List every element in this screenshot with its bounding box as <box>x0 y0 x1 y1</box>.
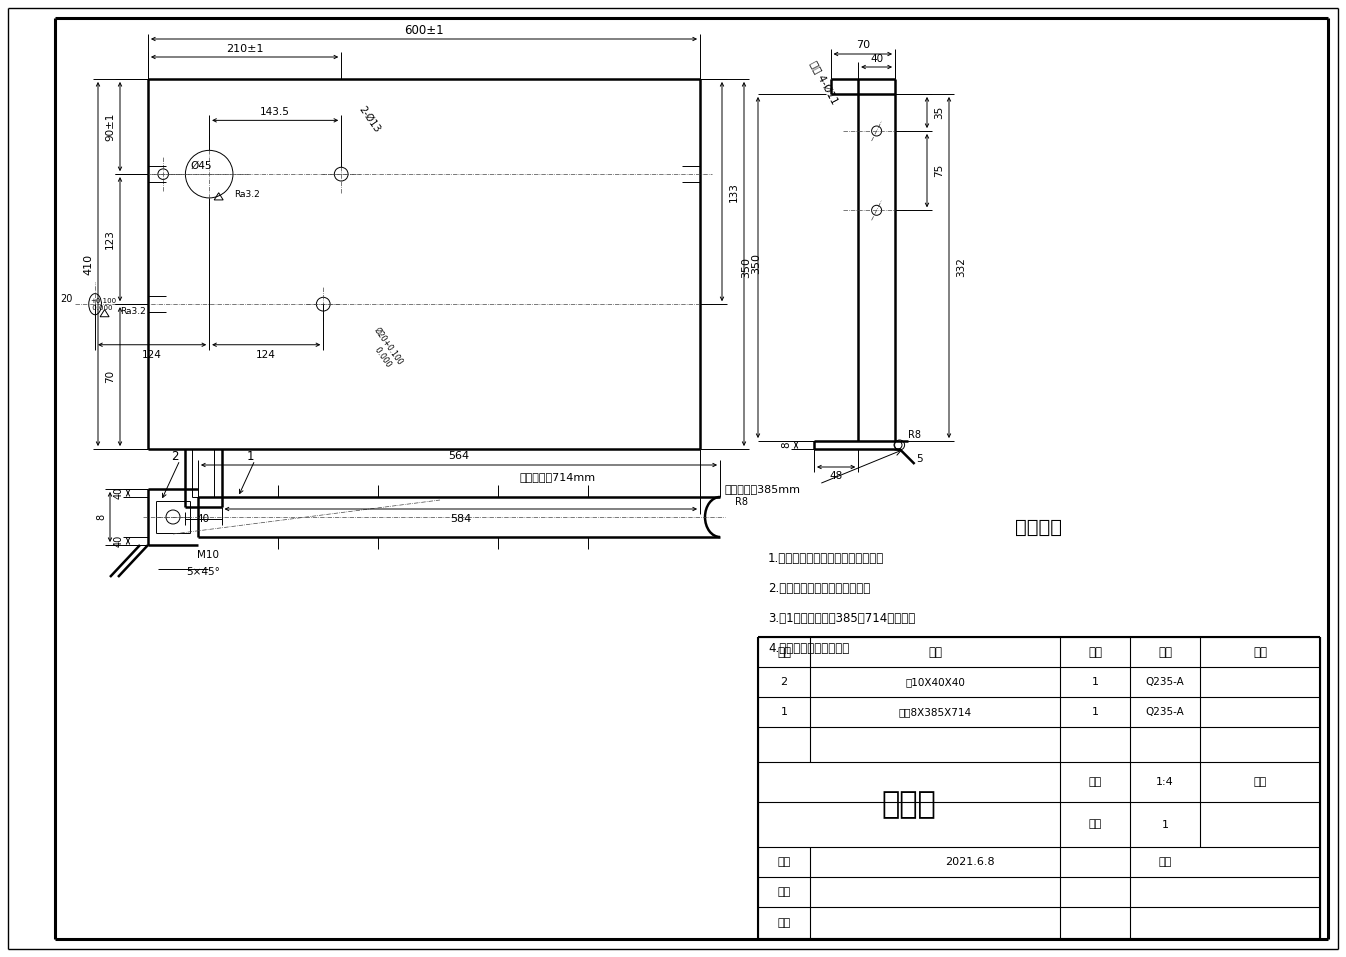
Text: Ø45: Ø45 <box>190 161 211 171</box>
Text: 安装板: 安装板 <box>882 790 937 819</box>
Text: 2021.6.8: 2021.6.8 <box>945 857 995 867</box>
Text: 展开长度为714mm: 展开长度为714mm <box>520 472 596 482</box>
Text: 40: 40 <box>870 54 883 64</box>
Text: 数量: 数量 <box>1088 646 1102 658</box>
Text: 2.折弯到角度，保证封档尺寸；: 2.折弯到角度，保证封档尺寸； <box>769 583 871 595</box>
Text: 75: 75 <box>934 164 944 177</box>
Text: 48: 48 <box>829 471 843 481</box>
Text: 5×45°: 5×45° <box>186 567 219 577</box>
Text: 8: 8 <box>781 442 791 448</box>
Text: 600±1: 600±1 <box>404 24 444 36</box>
Text: 350: 350 <box>742 257 751 278</box>
Text: 143.5: 143.5 <box>260 107 291 118</box>
Text: 40: 40 <box>197 514 210 524</box>
Text: 2: 2 <box>171 451 179 463</box>
Text: Ø20+0.100
       0.000: Ø20+0.100 0.000 <box>363 325 404 372</box>
Text: 5: 5 <box>917 454 923 464</box>
Text: 124: 124 <box>256 349 276 360</box>
Text: 2-Ø13: 2-Ø13 <box>357 104 382 134</box>
Text: Q235-A: Q235-A <box>1145 677 1184 687</box>
Text: 90±1: 90±1 <box>105 112 114 141</box>
Text: +0.100
 0.000: +0.100 0.000 <box>90 298 116 311</box>
Text: Q235-A: Q235-A <box>1145 707 1184 717</box>
Text: 重量: 重量 <box>1159 857 1171 867</box>
Text: 350: 350 <box>751 254 760 275</box>
Text: 备注: 备注 <box>1253 646 1267 658</box>
Text: 审核: 审核 <box>778 918 791 928</box>
Text: 70: 70 <box>105 370 114 383</box>
Text: 4.此件为对称制作各半。: 4.此件为对称制作各半。 <box>769 642 849 656</box>
Text: 35: 35 <box>934 106 944 119</box>
Text: 210±1: 210±1 <box>226 44 264 54</box>
Text: 比例: 比例 <box>1089 777 1101 787</box>
Text: 展开长度为385mm: 展开长度为385mm <box>724 484 800 494</box>
Text: 1: 1 <box>246 451 254 463</box>
Text: Ra3.2: Ra3.2 <box>120 307 145 316</box>
Text: 3.件1的展开长度为385和714，如图；: 3.件1的展开长度为385和714，如图； <box>769 612 915 626</box>
Text: 133: 133 <box>730 182 739 202</box>
Text: Ra3.2: Ra3.2 <box>234 190 260 199</box>
Text: 板10X40X40: 板10X40X40 <box>905 677 965 687</box>
Text: 1: 1 <box>1092 707 1098 717</box>
Text: 钉杉8X385X714: 钉杉8X385X714 <box>898 707 972 717</box>
Text: M10: M10 <box>197 550 219 560</box>
Text: 1: 1 <box>1162 819 1168 830</box>
Text: 两面 4-Ø11: 两面 4-Ø11 <box>808 59 839 106</box>
Text: 124: 124 <box>143 349 162 360</box>
Text: R8: R8 <box>909 430 921 440</box>
Text: 123: 123 <box>105 230 114 249</box>
Text: 1: 1 <box>781 707 787 717</box>
Text: 410: 410 <box>83 254 93 275</box>
Text: 564: 564 <box>448 451 470 461</box>
Text: 技术要求: 技术要求 <box>1015 518 1062 537</box>
Text: 1.落料完成必须整平板面，去毛刺；: 1.落料完成必须整平板面，去毛刺； <box>769 552 884 566</box>
Text: 332: 332 <box>956 257 966 278</box>
Text: 阶段: 阶段 <box>1253 777 1267 787</box>
Text: 8: 8 <box>96 514 106 520</box>
Text: 584: 584 <box>450 514 471 524</box>
Text: 数量: 数量 <box>1089 819 1101 830</box>
Text: 1: 1 <box>1092 677 1098 687</box>
Text: 2: 2 <box>781 677 787 687</box>
Text: 材料: 材料 <box>1158 646 1172 658</box>
Text: 20: 20 <box>61 294 73 304</box>
Text: 描图: 描图 <box>778 887 791 897</box>
Text: 1:4: 1:4 <box>1156 777 1174 787</box>
Text: 40: 40 <box>114 535 124 547</box>
Text: R8: R8 <box>735 497 748 507</box>
Text: 名称: 名称 <box>927 646 942 658</box>
Text: 70: 70 <box>856 40 870 50</box>
Text: 40: 40 <box>114 487 124 500</box>
Text: 制图: 制图 <box>778 857 791 867</box>
Text: 序号: 序号 <box>777 646 791 658</box>
